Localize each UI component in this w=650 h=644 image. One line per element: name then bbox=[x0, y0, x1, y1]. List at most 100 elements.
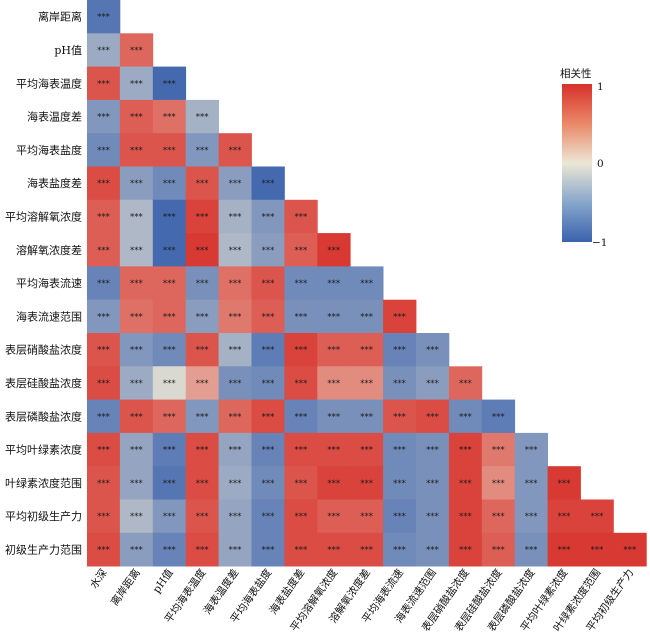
heatmap-cell bbox=[284, 466, 318, 500]
row-labels: 离岸距离 pH值平均海表温度海表温度差平均海表盐度海表盐度差平均溶解氧浓度溶解氧浓… bbox=[5, 10, 82, 557]
heatmap-cell bbox=[251, 466, 285, 500]
cell-significance-label: *** bbox=[229, 379, 242, 389]
cell-significance-label: *** bbox=[262, 179, 275, 189]
heatmap-cell bbox=[119, 99, 154, 134]
cell-significance-label: *** bbox=[525, 545, 538, 555]
heatmap-cell bbox=[119, 333, 154, 367]
heatmap-cell bbox=[514, 466, 548, 500]
row-label: 叶绿素浓度范围 bbox=[5, 476, 82, 490]
cell-significance-label: *** bbox=[426, 512, 439, 522]
cell-significance-label: *** bbox=[196, 279, 209, 289]
cell-significance-label: *** bbox=[360, 446, 373, 456]
cell-significance-label: *** bbox=[327, 545, 340, 555]
row-label: pH值 bbox=[54, 44, 82, 57]
cell-significance-label: *** bbox=[163, 179, 176, 189]
cell-significance-label: *** bbox=[426, 346, 439, 356]
cell-significance-label: *** bbox=[492, 446, 505, 456]
cell-significance-label: *** bbox=[327, 279, 340, 289]
row-label: 平均初级生产力 bbox=[5, 509, 82, 523]
cell-significance-label: *** bbox=[196, 212, 209, 222]
cell-significance-label: *** bbox=[163, 346, 176, 356]
heatmap-cell bbox=[448, 532, 483, 567]
cell-significance-label: *** bbox=[196, 412, 209, 422]
cell-significance-label: *** bbox=[294, 212, 307, 222]
cell-significance-label: *** bbox=[163, 312, 176, 322]
heatmap-cell bbox=[416, 399, 450, 434]
cell-significance-label: *** bbox=[130, 446, 143, 456]
cell-significance-label: *** bbox=[360, 279, 373, 289]
heatmap-cell bbox=[416, 333, 450, 367]
cell-significance-label: *** bbox=[294, 412, 307, 422]
cell-significance-label: *** bbox=[459, 379, 472, 389]
cell-significance-label: *** bbox=[327, 312, 340, 322]
heatmap-cell bbox=[317, 333, 351, 367]
cell-significance-label: *** bbox=[97, 246, 110, 256]
heatmap-cell bbox=[218, 466, 252, 500]
cell-significance-label: *** bbox=[393, 412, 406, 422]
cell-significance-label: *** bbox=[426, 446, 439, 456]
legend-tick-max: 1 bbox=[597, 81, 604, 93]
heatmap-cell bbox=[481, 432, 516, 467]
cell-significance-label: *** bbox=[426, 412, 439, 422]
heatmap-cell bbox=[152, 66, 187, 101]
heatmap-cell bbox=[251, 333, 285, 367]
heatmap-cell bbox=[218, 166, 252, 201]
cell-significance-label: *** bbox=[294, 446, 307, 456]
cell-significance-label: *** bbox=[196, 512, 209, 522]
heatmap-cell bbox=[119, 166, 154, 201]
cell-significance-label: *** bbox=[459, 479, 472, 489]
heatmap-cell bbox=[185, 466, 219, 500]
row-label: 表层硝酸盐浓度 bbox=[5, 343, 82, 357]
cell-significance-label: *** bbox=[262, 346, 275, 356]
cell-significance-label: *** bbox=[360, 545, 373, 555]
heatmap-cell bbox=[119, 266, 154, 301]
heatmap-cell bbox=[481, 399, 516, 434]
heatmap-cell bbox=[185, 432, 219, 467]
heatmap-cell bbox=[185, 133, 219, 167]
cell-significance-label: *** bbox=[492, 412, 505, 422]
heatmap-cell bbox=[383, 466, 417, 500]
cell-significance-label: *** bbox=[163, 512, 176, 522]
heatmap-cell bbox=[152, 466, 187, 500]
heatmap-cell bbox=[251, 432, 285, 467]
heatmap-cell bbox=[119, 432, 154, 467]
cell-significance-label: *** bbox=[97, 79, 110, 89]
heatmap-cell bbox=[218, 333, 252, 367]
heatmap-cell bbox=[350, 466, 384, 500]
heatmap-cell bbox=[284, 333, 318, 367]
cell-significance-label: *** bbox=[426, 545, 439, 555]
cell-significance-label: *** bbox=[294, 512, 307, 522]
cell-significance-label: *** bbox=[327, 512, 340, 522]
cell-significance-label: *** bbox=[393, 346, 406, 356]
cell-significance-label: *** bbox=[97, 279, 110, 289]
cell-significance-label: *** bbox=[459, 446, 472, 456]
heatmap-cell bbox=[152, 499, 187, 534]
heatmap-cell bbox=[119, 199, 154, 234]
cell-significance-label: *** bbox=[393, 545, 406, 555]
row-label: 初级生产力范围 bbox=[5, 542, 82, 556]
cell-significance-label: *** bbox=[163, 113, 176, 123]
cell-significance-label: *** bbox=[196, 246, 209, 256]
heatmap-cell bbox=[87, 532, 121, 567]
cell-significance-label: *** bbox=[591, 512, 604, 522]
heatmap-cell bbox=[218, 299, 252, 334]
cell-significance-label: *** bbox=[130, 146, 143, 156]
cell-significance-label: *** bbox=[130, 113, 143, 123]
cell-significance-label: *** bbox=[229, 346, 242, 356]
row-label: 表层硅酸盐浓度 bbox=[5, 376, 82, 390]
cell-significance-label: *** bbox=[163, 79, 176, 89]
cell-significance-label: *** bbox=[97, 312, 110, 322]
heatmap-cell bbox=[251, 199, 285, 234]
cell-significance-label: *** bbox=[163, 479, 176, 489]
heatmap-cell bbox=[416, 366, 450, 400]
legend-title: 相关性 bbox=[560, 67, 592, 80]
cell-significance-label: *** bbox=[262, 379, 275, 389]
heatmap-cell bbox=[218, 133, 252, 167]
cell-significance-label: *** bbox=[97, 479, 110, 489]
cell-significance-label: *** bbox=[327, 479, 340, 489]
heatmap-cell bbox=[284, 233, 318, 267]
heatmap-cell bbox=[119, 133, 154, 167]
heatmap-cell bbox=[119, 532, 154, 567]
heatmap-cell bbox=[185, 266, 219, 301]
